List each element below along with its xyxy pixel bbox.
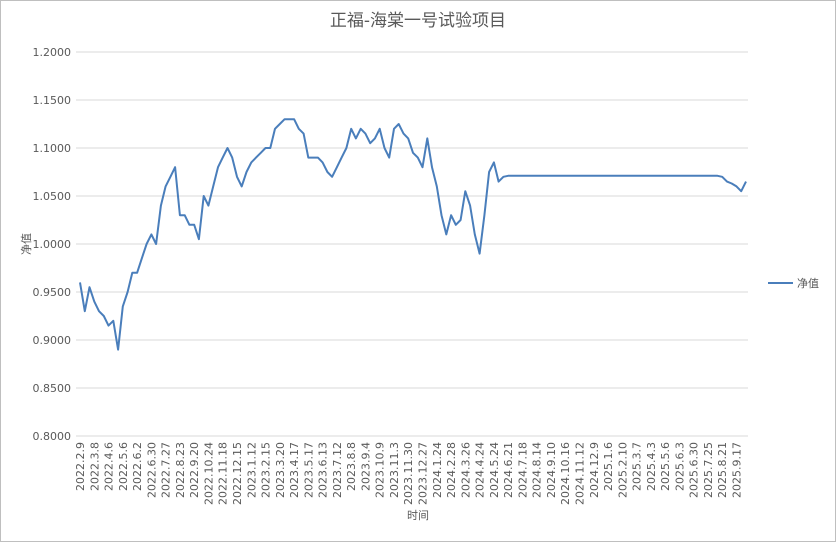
x-tick-label: 2023.11.30 [402, 442, 415, 505]
x-tick-label: 2022.12.15 [231, 442, 244, 505]
y-axis-title: 净值 [19, 233, 33, 255]
x-tick-label: 2022.8.23 [174, 442, 187, 498]
x-tick-label: 2025.2.10 [616, 442, 629, 498]
x-tick-label: 2025.6.30 [688, 442, 701, 498]
x-tick-label: 2022.2.9 [74, 442, 87, 491]
x-tick-label: 2022.11.18 [217, 442, 230, 505]
y-tick-label: 1.0500 [33, 190, 72, 203]
x-tick-label: 2025.7.25 [702, 442, 715, 498]
x-tick-label: 2022.5.6 [117, 442, 130, 491]
y-tick-label: 0.9500 [33, 286, 72, 299]
x-axis-title: 时间 [407, 509, 429, 522]
x-tick-label: 2023.12.27 [417, 442, 430, 505]
x-tick-label: 2022.3.8 [88, 442, 101, 491]
x-tick-label: 2022.7.27 [160, 442, 173, 498]
x-tick-label: 2024.4.24 [474, 442, 487, 498]
x-tick-label: 2022.9.20 [188, 442, 201, 498]
x-tick-label: 2024.3.26 [459, 442, 472, 498]
x-tick-label: 2024.7.18 [516, 442, 529, 498]
x-tick-label: 2023.3.20 [274, 442, 287, 498]
x-tick-label: 2023.11.3 [388, 442, 401, 498]
x-tick-label: 2023.2.15 [260, 442, 273, 498]
x-tick-label: 2023.9.4 [359, 442, 372, 491]
x-tick-label: 2024.2.28 [445, 442, 458, 498]
x-tick-label: 2024.9.10 [545, 442, 558, 498]
legend-label: 净值 [797, 276, 819, 290]
x-tick-label: 2023.1.12 [245, 442, 258, 498]
y-tick-label: 1.1000 [33, 142, 72, 155]
x-tick-label: 2024.10.16 [559, 442, 572, 505]
x-tick-label: 2024.6.21 [502, 442, 515, 498]
x-tick-label: 2022.6.30 [145, 442, 158, 498]
x-tick-label: 2022.6.2 [131, 442, 144, 491]
x-tick-label: 2022.4.6 [103, 442, 116, 491]
x-tick-label: 2023.5.17 [302, 442, 315, 498]
y-tick-label: 1.2000 [33, 46, 72, 59]
x-tick-label: 2023.8.8 [345, 442, 358, 491]
x-tick-label: 2024.12.9 [588, 442, 601, 498]
x-tick-label: 2025.5.6 [659, 442, 672, 491]
x-tick-label: 2025.1.6 [602, 442, 615, 491]
y-tick-label: 1.1500 [33, 94, 72, 107]
x-tick-label: 2024.5.24 [488, 442, 501, 498]
x-tick-label: 2023.7.12 [331, 442, 344, 498]
chart-title: 正福-海棠一号试验项目 [330, 11, 506, 31]
x-tick-label: 2025.3.7 [631, 442, 644, 491]
x-tick-label: 2023.6.13 [317, 442, 330, 498]
y-tick-label: 0.9000 [33, 334, 72, 347]
x-tick-label: 2024.8.14 [531, 442, 544, 498]
x-tick-label: 2025.6.3 [673, 442, 686, 491]
x-tick-label: 2025.9.17 [730, 442, 743, 498]
y-tick-label: 0.8000 [33, 430, 72, 443]
y-tick-label: 1.0000 [33, 238, 72, 251]
x-tick-label: 2024.1.24 [431, 442, 444, 498]
x-tick-label: 2025.4.3 [645, 442, 658, 491]
data-line [79, 118, 747, 351]
x-tick-label: 2024.11.12 [574, 442, 587, 505]
y-tick-label: 0.8500 [33, 382, 72, 395]
x-tick-label: 2023.10.9 [374, 442, 387, 498]
x-tick-label: 2025.8.21 [716, 442, 729, 498]
x-tick-label: 2022.10.24 [202, 442, 215, 505]
x-tick-label: 2023.4.17 [288, 442, 301, 498]
